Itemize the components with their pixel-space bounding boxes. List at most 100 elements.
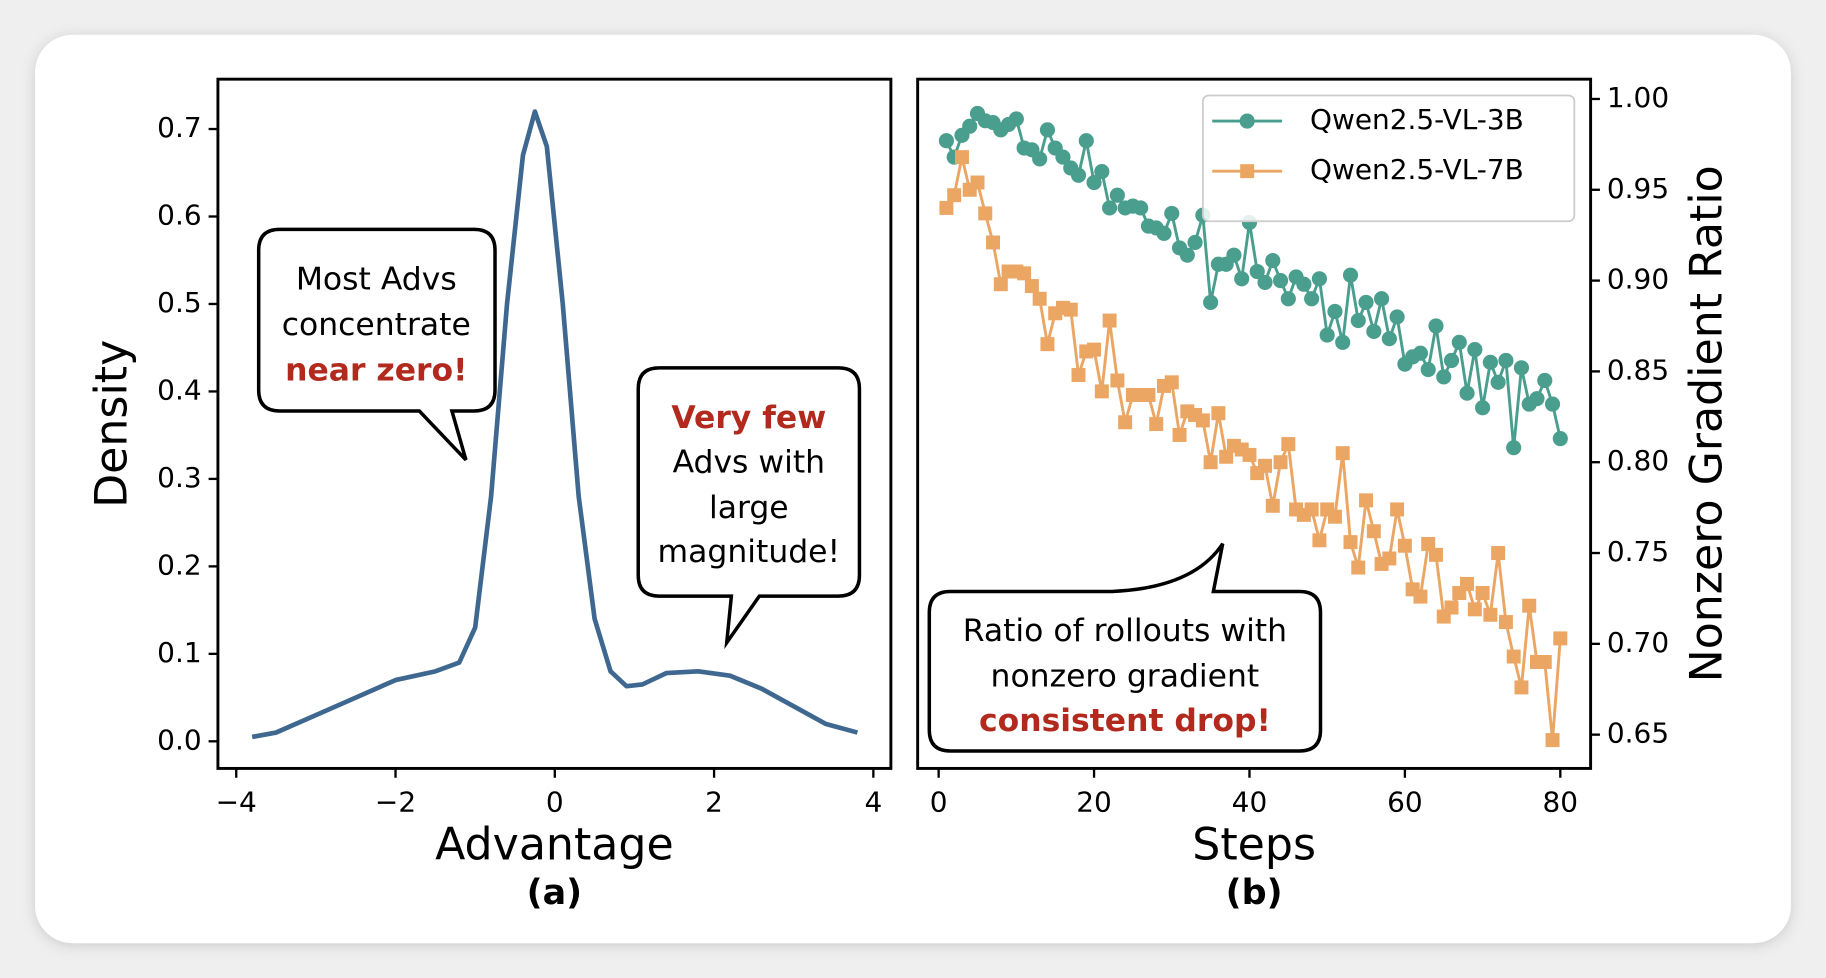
point <box>1428 547 1443 562</box>
annotation-line: consistent drop! <box>979 703 1271 739</box>
point <box>1219 449 1234 464</box>
point <box>1249 263 1265 280</box>
point <box>1078 133 1094 149</box>
point <box>1467 342 1483 358</box>
point <box>1211 406 1226 421</box>
annotation-line: nonzero gradient <box>991 659 1260 695</box>
y-tick-label: 0.70 <box>1607 626 1669 659</box>
point <box>1257 274 1273 290</box>
point <box>1226 247 1242 263</box>
point <box>1281 437 1296 452</box>
point <box>1187 234 1203 251</box>
y-tick-label: 0.6 <box>157 198 201 231</box>
point <box>1039 122 1055 138</box>
point <box>1413 589 1428 604</box>
point <box>1537 372 1553 389</box>
point <box>954 150 969 165</box>
x-tick-label: 60 <box>1387 785 1423 818</box>
caption: (a) <box>527 873 582 913</box>
point <box>1102 200 1118 216</box>
point <box>1482 354 1498 370</box>
point <box>1040 337 1055 352</box>
x-tick-label: 40 <box>1232 785 1268 818</box>
point <box>1359 493 1374 508</box>
point <box>1343 535 1358 550</box>
point <box>1342 267 1359 283</box>
point <box>1203 455 1218 470</box>
series-line <box>251 109 859 740</box>
point <box>1483 607 1498 622</box>
y-tick-label: 0.2 <box>157 548 201 581</box>
point <box>1460 576 1475 591</box>
annotation-line: Ratio of rollouts with <box>963 613 1287 649</box>
point <box>1529 391 1545 407</box>
point <box>1032 151 1048 167</box>
annotation-line: Most Advs <box>296 262 457 298</box>
point <box>1141 388 1156 402</box>
legend-marker <box>1239 113 1255 129</box>
point <box>1390 502 1405 517</box>
y-tick-label: 0.5 <box>157 286 201 319</box>
speech-bubble <box>927 542 1323 753</box>
point <box>1498 352 1514 369</box>
y-tick-label: 0.1 <box>157 636 201 669</box>
point <box>1280 291 1296 307</box>
plot-frame <box>216 77 893 770</box>
point <box>1459 385 1475 401</box>
caption: (b) <box>1226 873 1283 913</box>
point <box>1118 415 1133 430</box>
point <box>1436 369 1452 385</box>
point <box>1102 313 1117 328</box>
point <box>1094 164 1110 180</box>
point <box>1490 374 1506 390</box>
plot-frame <box>916 77 1593 770</box>
point <box>939 200 954 215</box>
annotation-line: Advs with <box>673 444 826 480</box>
point <box>1506 649 1521 664</box>
charts: −4 −2 0 2 4 0.0 0.1 0.2 0.3 0.4 0.5 0.6 0.7 Advantage… <box>86 77 1732 913</box>
point <box>1498 615 1513 630</box>
point <box>1156 225 1172 241</box>
point <box>938 133 954 149</box>
point <box>1195 413 1210 428</box>
point <box>1164 375 1179 390</box>
point <box>1382 551 1397 566</box>
speech-bubble <box>256 227 497 462</box>
point <box>1420 362 1436 378</box>
y-tick-label: 0.75 <box>1607 535 1669 568</box>
x-axis-label: Advantage <box>435 820 674 871</box>
point <box>1087 342 1102 357</box>
x-tick-label: 2 <box>705 785 723 818</box>
point <box>1071 368 1086 383</box>
point <box>1389 309 1405 325</box>
point <box>1467 602 1482 617</box>
point <box>1327 509 1342 524</box>
point <box>1421 536 1436 551</box>
point <box>1008 111 1024 127</box>
point <box>1358 294 1374 310</box>
point <box>1475 585 1490 600</box>
point <box>1304 502 1319 517</box>
point <box>1366 524 1381 539</box>
y-tick-label: 0.80 <box>1607 444 1669 477</box>
point <box>1017 266 1032 281</box>
point <box>1553 631 1568 646</box>
y-tick-label: 0.90 <box>1607 263 1669 296</box>
point <box>1109 187 1125 203</box>
annotation-line: Very few <box>671 400 826 436</box>
point <box>1374 291 1390 307</box>
annotation-line: large <box>709 490 789 526</box>
x-tick-label: 0 <box>546 785 564 818</box>
y-tick-label: 0.65 <box>1607 717 1669 750</box>
point <box>1234 271 1250 287</box>
point <box>1311 271 1327 287</box>
point <box>1428 318 1444 334</box>
legend-label: Qwen2.5-VL-7B <box>1310 153 1524 186</box>
point <box>1443 352 1460 369</box>
y-tick-label: 0.95 <box>1607 172 1669 205</box>
point <box>1444 600 1459 615</box>
point <box>970 175 985 190</box>
point <box>1335 334 1351 350</box>
point <box>1312 533 1327 548</box>
point <box>1319 327 1335 343</box>
